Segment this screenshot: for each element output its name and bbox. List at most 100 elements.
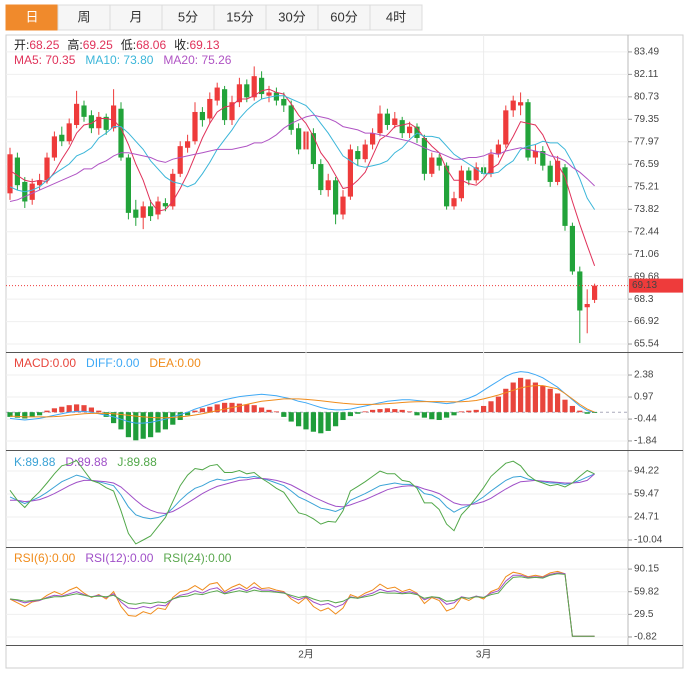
legend-entry: J:89.88 — [117, 455, 157, 469]
tab-label[interactable]: 4时 — [386, 9, 406, 24]
indicator-line — [9, 95, 596, 210]
candle-body — [377, 113, 383, 134]
candle-body — [44, 157, 50, 181]
candle-body — [103, 116, 109, 130]
tab-label[interactable]: 60分 — [330, 9, 357, 24]
candle-body — [458, 170, 464, 199]
y-tick-label: 29.5 — [634, 609, 654, 620]
macd-bar — [569, 405, 575, 413]
candle-body — [296, 128, 302, 150]
candle-body — [214, 87, 220, 101]
indicator-line — [9, 573, 595, 637]
tab-label[interactable]: 周 — [77, 9, 90, 24]
info-label: 高: — [67, 37, 82, 52]
tab[interactable] — [213, 4, 267, 31]
y-tick-label: 59.47 — [634, 489, 659, 500]
y-tick-label: 77.97 — [634, 136, 659, 147]
macd-bar — [281, 412, 287, 417]
y-tick-label: 80.73 — [634, 91, 659, 102]
legend-entry: MA5: 70.35 — [14, 53, 76, 67]
y-tick-label: 65.54 — [634, 339, 659, 350]
candle-body — [525, 102, 531, 158]
candle-body — [155, 201, 161, 215]
macd-bar — [473, 409, 479, 413]
candle-body — [162, 203, 168, 207]
candle-body — [125, 157, 131, 213]
macd-bar — [562, 399, 568, 413]
candle-body — [185, 141, 191, 148]
macd-bar — [518, 377, 524, 413]
candle-body — [148, 206, 154, 217]
tab[interactable] — [109, 4, 163, 31]
macd-bar — [384, 408, 390, 413]
info-label: 开: — [14, 38, 29, 52]
indicator-line — [9, 473, 595, 520]
macd-bar — [325, 412, 331, 431]
y-tick-label: 73.82 — [634, 204, 659, 215]
candle-body — [555, 160, 561, 182]
indicator-line — [9, 114, 595, 202]
legend-entry: DEA:0.00 — [149, 356, 201, 370]
macd-bar — [333, 412, 339, 427]
candle-body — [273, 92, 279, 101]
candle-body — [7, 154, 13, 194]
tab[interactable] — [369, 4, 423, 31]
macd-bar — [303, 412, 309, 430]
candle-body — [569, 225, 575, 272]
y-tick-label: 24.71 — [634, 512, 659, 523]
y-tick-label: -0.44 — [634, 414, 657, 425]
macd-bar — [199, 408, 205, 413]
macd-bar — [251, 405, 257, 413]
y-tick-label: 71.06 — [634, 249, 659, 260]
tab-label[interactable]: 30分 — [278, 9, 305, 24]
candle-body — [88, 115, 94, 129]
y-tick-label: 75.21 — [634, 181, 659, 192]
macd-bar — [355, 412, 361, 414]
tab-label[interactable]: 5分 — [178, 9, 198, 24]
candle-body — [111, 105, 117, 129]
macd-bar — [392, 409, 398, 413]
last-price-label: 69.13 — [632, 280, 657, 291]
candle-body — [451, 198, 457, 207]
candle-body — [577, 271, 583, 311]
macd-bar — [148, 412, 154, 438]
macd-bar — [111, 412, 117, 424]
tab-label[interactable]: 月 — [129, 9, 142, 24]
macd-bar — [222, 402, 228, 413]
legend-entry: MA20: 75.26 — [163, 53, 231, 67]
tab[interactable] — [317, 4, 371, 31]
macd-bar — [177, 412, 183, 421]
macd-bar — [495, 396, 501, 413]
candle-body — [355, 151, 361, 160]
candle-body — [518, 102, 524, 106]
tab-label[interactable]: 15分 — [226, 9, 253, 24]
y-tick-label: 59.82 — [634, 586, 659, 597]
candle-body — [392, 118, 398, 125]
legend-entry: K:89.88 — [14, 455, 56, 469]
y-tick-label: 69.68 — [634, 271, 659, 282]
candle-body — [310, 133, 316, 165]
macd-bar — [429, 412, 435, 420]
y-tick-label: 0.97 — [634, 392, 654, 403]
chart-frame — [5, 34, 684, 669]
macd-bar — [14, 412, 20, 418]
candle-body — [495, 144, 501, 155]
candle-body — [59, 134, 65, 142]
macd-bar — [592, 412, 598, 413]
macd-bar — [555, 393, 561, 413]
macd-bar — [266, 409, 272, 413]
candle-body — [236, 84, 242, 103]
candle-body — [407, 126, 413, 134]
candle-body — [436, 157, 442, 166]
candle-body — [199, 111, 205, 121]
tab-label[interactable]: 日 — [25, 9, 38, 24]
candle-body — [177, 146, 183, 174]
y-tick-label: 66.92 — [634, 316, 659, 327]
candle-body — [503, 110, 509, 145]
macd-bar — [125, 412, 131, 438]
macd-bar — [584, 412, 590, 414]
candle-body — [96, 116, 102, 129]
macd-bar — [377, 409, 383, 413]
candle-body — [370, 133, 376, 145]
